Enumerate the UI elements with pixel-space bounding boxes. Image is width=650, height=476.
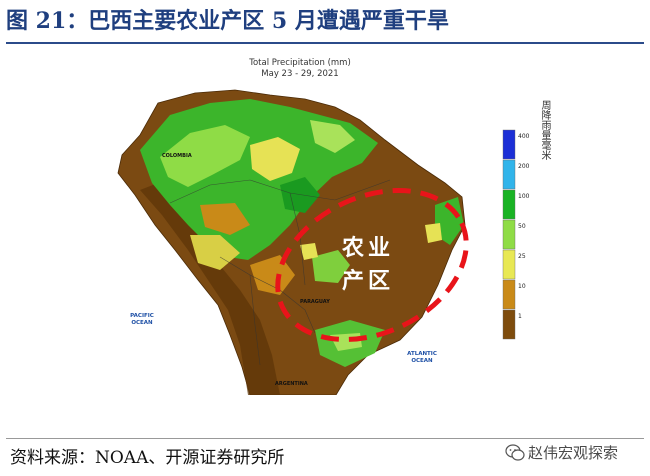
andes-dry-zone <box>140 183 280 395</box>
legend-swatch <box>502 189 516 220</box>
legend-swatch <box>502 219 516 250</box>
watermark: 赵伟宏观探索 <box>505 441 618 465</box>
map-title: Total Precipitation (mm) May 23 - 29, 20… <box>215 58 385 80</box>
north-wet-patch-light <box>160 125 250 187</box>
legend-tick-label: 50 <box>518 223 526 230</box>
agri-region-outline <box>275 188 469 342</box>
precipitation-map: COLOMBIA PARAGUAY ARGENTINA PACIFIC OCEA… <box>100 85 485 395</box>
amazon-tan-band <box>200 203 250 235</box>
label-paraguay: PARAGUAY <box>300 299 330 305</box>
label-pacific-1: PACIFIC <box>130 313 154 319</box>
north-wet-patch-dark <box>280 177 320 213</box>
legend-tick-label: 400 <box>518 133 530 140</box>
label-atlantic-1: ATLANTIC <box>407 351 437 357</box>
figure-title: 图 21：巴西主要农业产区 5 月遭遇严重干旱 <box>6 8 449 34</box>
legend-tick-label: 200 <box>518 163 530 170</box>
east-coast-green <box>435 197 464 245</box>
central-yellow-patch <box>300 243 318 260</box>
title-rule <box>6 42 644 44</box>
west-tan-patch <box>250 255 295 295</box>
source-note: 资料来源：NOAA、开源证券研究所 <box>10 448 285 468</box>
label-colombia: COLOMBIA <box>162 153 192 159</box>
agri-region-label-1: 农业 <box>341 235 394 261</box>
precipitation-legend: 400 200 100 50 25 10 1 <box>502 129 530 340</box>
agri-region-label-2: 产区 <box>342 269 394 294</box>
central-green-patch <box>312 250 350 283</box>
map-title-line1: Total Precipitation (mm) <box>249 58 351 68</box>
legend-unit-label: 周降雨量毫米 <box>539 100 550 160</box>
legend-tick-label: 1 <box>518 313 522 320</box>
east-coast-yellow <box>425 223 442 243</box>
legend-tick-label: 25 <box>518 253 526 260</box>
label-pacific-2: OCEAN <box>131 320 153 326</box>
source-rule <box>6 438 644 439</box>
watermark-text: 赵伟宏观探索 <box>528 444 619 462</box>
north-wet-patch-yellow <box>250 137 300 181</box>
legend-swatch <box>502 129 516 160</box>
legend-swatch <box>502 279 516 310</box>
north-wet-patch-light-2 <box>310 120 355 153</box>
map-title-line2: May 23 - 29, 2021 <box>261 69 339 79</box>
wechat-icon <box>505 444 525 461</box>
legend-tick-label: 100 <box>518 193 530 200</box>
legend-swatch <box>502 309 516 340</box>
legend-tick-label: 10 <box>518 283 526 290</box>
legend-swatch <box>502 249 516 280</box>
legend-swatch <box>502 159 516 190</box>
label-atlantic-2: OCEAN <box>411 358 433 364</box>
label-argentina: ARGENTINA <box>275 381 308 387</box>
